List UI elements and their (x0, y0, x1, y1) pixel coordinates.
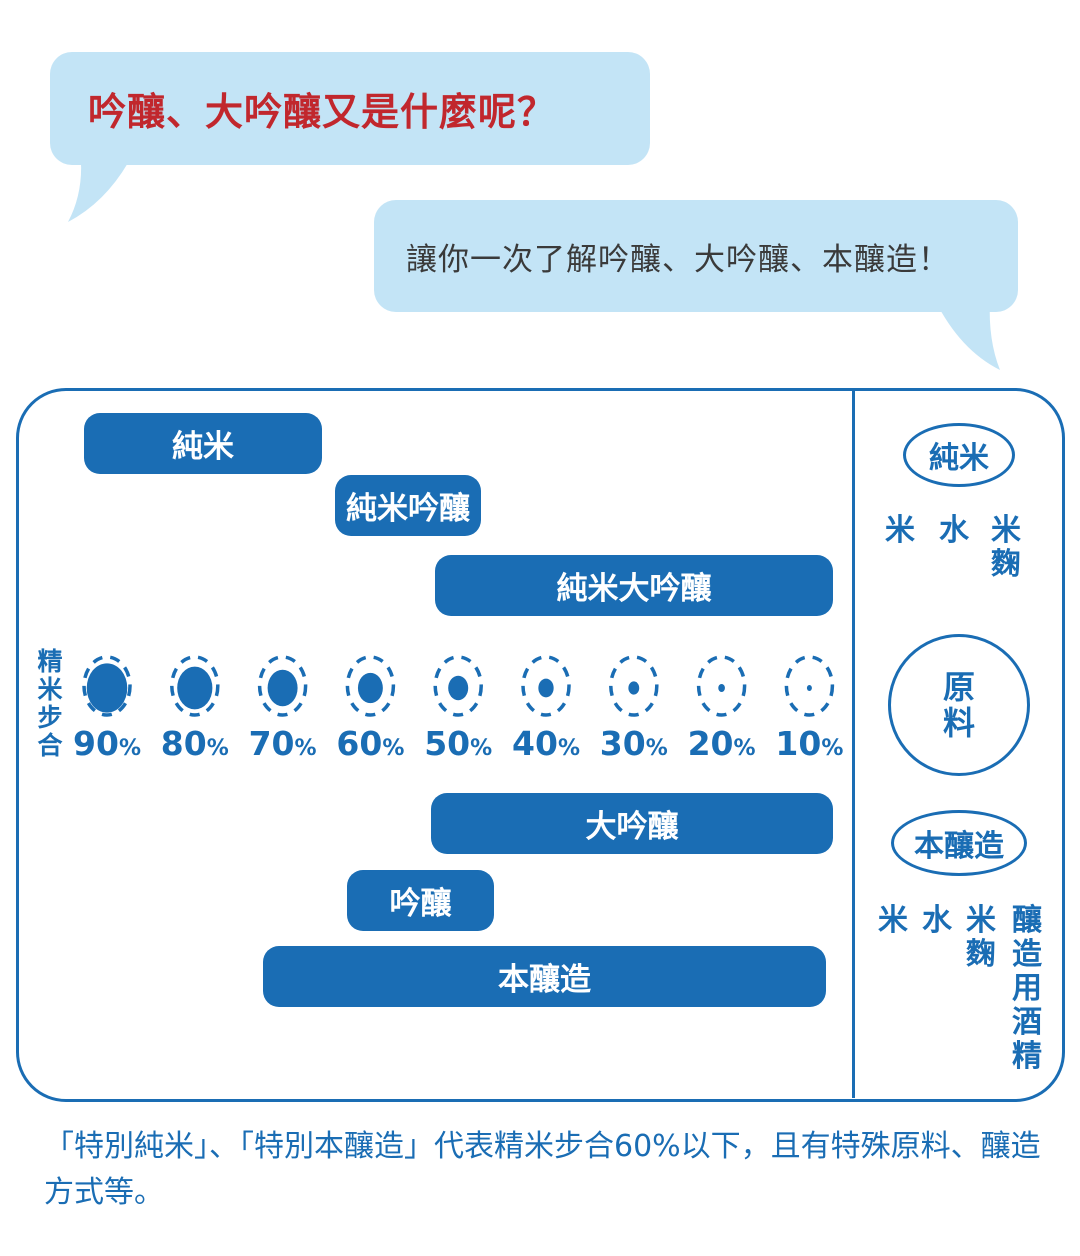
footnote: 「特別純米」、「特別本釀造」代表精米步合60%以下，且有特殊原料、釀造方式等。 (44, 1129, 1041, 1210)
ingredient-koji: 米麴 (991, 513, 1021, 582)
bar-junmai: 純米 (84, 413, 322, 474)
ingredient-koji: 米麴 (966, 903, 996, 972)
answer-text: 讓你一次了解吟釀、大吟釀、本釀造！ (406, 241, 950, 278)
polished-grain (538, 678, 554, 698)
bar-daiginjo: 大吟釀 (431, 793, 833, 854)
honjozo-ingredients-label: 本釀造 (914, 829, 1004, 864)
honjozo-ellipse: 本釀造 (891, 810, 1027, 876)
grain-outline (696, 655, 747, 717)
polishing-ratio-label: 精米步合 (37, 647, 63, 760)
polished-grain (357, 672, 383, 704)
polishing-ratio-value: 10% (775, 724, 844, 763)
polished-grain (177, 666, 213, 710)
bubble-tail-left (68, 150, 135, 222)
question-bubble: 吟釀、大吟釀又是什麼呢？ (50, 52, 650, 165)
ingredient-water: 水 (939, 513, 969, 548)
grain-outline (521, 655, 571, 717)
polished-grain (718, 683, 725, 693)
question-text: 吟釀、大吟釀又是什麼呢？ (88, 90, 557, 134)
grain-outline (345, 655, 396, 717)
junmai-ingredients-label: 純米 (929, 441, 989, 476)
bubble-tail-right (935, 300, 1000, 370)
ingredient-brewing-alcohol: 釀造用酒精 (1012, 903, 1042, 1074)
grain-outline (784, 655, 835, 717)
polished-grain (267, 669, 298, 707)
polishing-ratio-value: 40% (512, 724, 580, 763)
answer-bubble: 讓你一次了解吟釀、大吟釀、本釀造！ (374, 200, 1018, 312)
polishing-ratio-value: 50% (424, 724, 493, 763)
polishing-ratio-value: 70% (248, 724, 317, 763)
grain-outline (82, 655, 132, 717)
ingredients-circle: 原料 (888, 634, 1030, 776)
polishing-ratio-value: 90% (73, 724, 141, 763)
bar-ginjo: 吟釀 (347, 870, 494, 931)
ingredient-rice: 米 (878, 903, 908, 938)
grain-outline (609, 655, 659, 717)
bar-junmai-daiginjo: 純米大吟釀 (435, 555, 833, 616)
bar-honjozo: 本釀造 (263, 946, 826, 1007)
grain-outline (257, 655, 308, 717)
column-divider (852, 390, 855, 1098)
polishing-ratio-value: 80% (160, 724, 229, 763)
ingredient-rice: 米 (885, 513, 915, 548)
polishing-ratio-value: 60% (336, 724, 405, 763)
grain-outline (433, 655, 483, 717)
polishing-ratio-value: 20% (687, 724, 756, 763)
chart-frame (16, 388, 1065, 1102)
polished-grain (448, 675, 469, 701)
grain-outline (170, 655, 220, 717)
polished-grain (86, 663, 128, 713)
ingredients-title: 原料 (942, 668, 975, 742)
junmai-ellipse: 純米 (903, 423, 1015, 487)
polished-grain (806, 685, 812, 691)
rice-grain-row (82, 655, 835, 717)
bar-junmai-ginjo: 純米吟釀 (335, 475, 481, 536)
ingredient-water: 水 (922, 903, 952, 938)
polishing-ratio-value: 30% (599, 724, 668, 763)
polished-grain (628, 681, 640, 695)
